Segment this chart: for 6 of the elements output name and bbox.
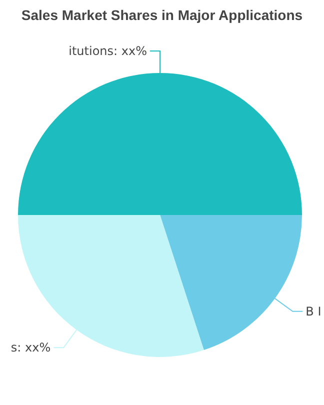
slice-label: itutions: xx% <box>68 44 147 58</box>
slice-label: s: xx% <box>10 340 51 355</box>
chart-title: Sales Market Shares in Major Applications <box>21 7 303 23</box>
pie-slice <box>160 215 302 350</box>
pie-slice <box>18 215 204 357</box>
slice-label: B I <box>306 304 322 318</box>
